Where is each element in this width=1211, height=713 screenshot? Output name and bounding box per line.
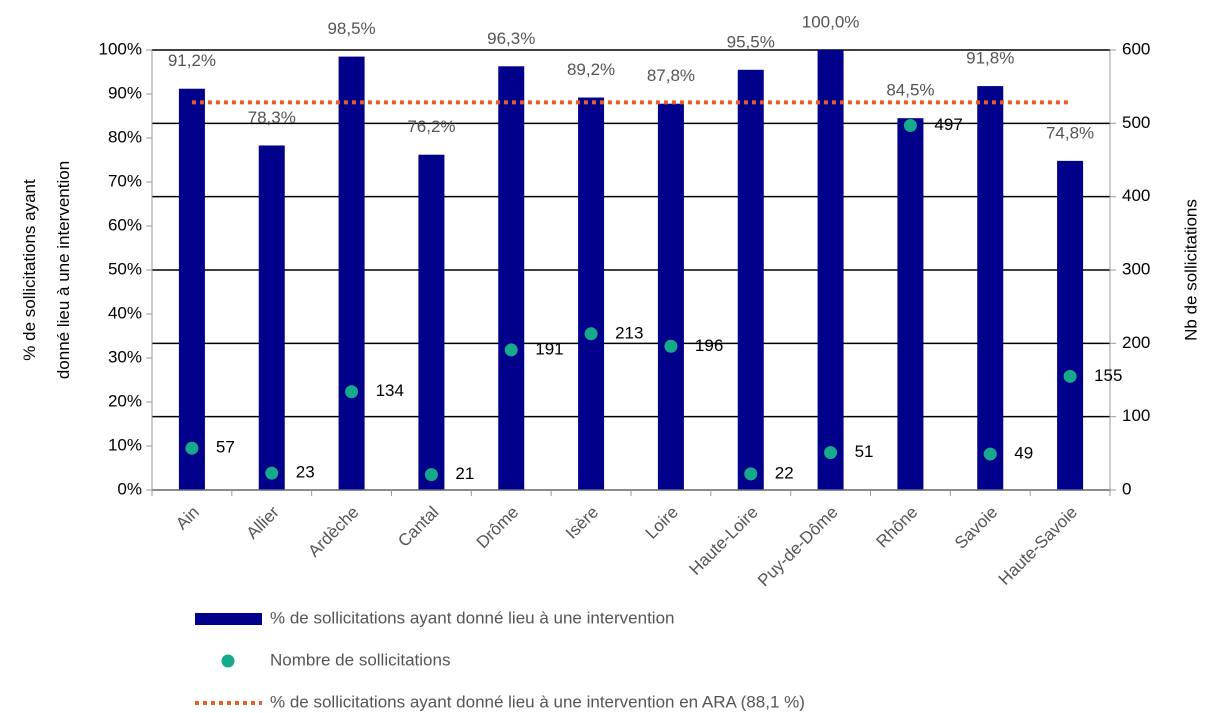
bar-label: 95,5% <box>727 32 775 51</box>
y-tick-label: 10% <box>108 435 142 454</box>
bar-label: 87,8% <box>647 66 695 85</box>
legend-swatch <box>221 654 235 668</box>
bar-label: 100,0% <box>802 12 860 31</box>
y-axis-title-line: donné lieu à une intervention <box>54 161 73 379</box>
point-label: 213 <box>615 323 643 342</box>
x-tick-label: Rhône <box>873 503 922 552</box>
bar <box>578 97 605 491</box>
point <box>265 466 279 480</box>
point-label: 23 <box>296 463 315 482</box>
legend-label: Nombre de sollicitations <box>270 650 450 669</box>
y-axis-title-line: % de sollicitations ayant <box>20 179 39 361</box>
point <box>1063 369 1077 383</box>
point-label: 51 <box>855 442 874 461</box>
point-label: 57 <box>216 438 235 457</box>
bar-label: 74,8% <box>1046 123 1094 142</box>
x-tick-label: Puy-de-Dôme <box>754 503 842 591</box>
x-tick-label: Cantal <box>394 503 442 551</box>
point <box>345 385 359 399</box>
point <box>424 468 438 482</box>
y2-tick-label: 600 <box>1122 39 1150 58</box>
y-tick-label: 40% <box>108 303 142 322</box>
y-tick-label: 90% <box>108 83 142 102</box>
bar-label: 98,5% <box>327 19 375 38</box>
point <box>584 327 598 341</box>
x-tick-label: Haute-Loire <box>686 503 762 579</box>
bar <box>498 66 525 490</box>
point <box>664 339 678 353</box>
y-tick-label: 80% <box>108 127 142 146</box>
bar <box>897 118 924 490</box>
bar-label: 84,5% <box>886 81 934 100</box>
bar <box>178 88 205 490</box>
y-tick-label: 70% <box>108 171 142 190</box>
bar <box>977 86 1004 490</box>
y-axis-title: % de sollicitations ayant donné lieu à un… <box>20 161 73 379</box>
bar-label: 91,2% <box>168 51 216 70</box>
bar-label: 78,3% <box>248 108 296 127</box>
bar-label: 89,2% <box>567 60 615 79</box>
y2-tick-label: 400 <box>1122 186 1150 205</box>
point <box>504 343 518 357</box>
x-tick-label: Haute-Savoie <box>995 503 1081 589</box>
bar <box>737 69 764 491</box>
y2-axis-title: Nb de sollicitations <box>1181 199 1200 341</box>
point <box>903 119 917 133</box>
y-tick-label: 30% <box>108 347 142 366</box>
bar-label: 76,2% <box>407 117 455 136</box>
point-label: 134 <box>376 381 404 400</box>
point-label: 191 <box>535 339 563 358</box>
y-tick-label: 20% <box>108 391 142 410</box>
x-tick-label: Ardèche <box>304 503 362 561</box>
bar <box>657 103 684 491</box>
legend-label: % de sollicitations ayant donné lieu à u… <box>270 608 675 627</box>
bar-label: 96,3% <box>487 29 535 48</box>
y2-tick-label: 200 <box>1122 333 1150 352</box>
point <box>744 467 758 481</box>
point <box>824 446 838 460</box>
bar-label: 91,8% <box>966 49 1014 68</box>
x-tick-label: Savoie <box>951 503 1001 553</box>
point <box>983 447 997 461</box>
bar <box>258 145 285 491</box>
y-tick-label: 50% <box>108 259 142 278</box>
legend-swatch <box>195 613 262 625</box>
y2-tick-label: 100 <box>1122 406 1150 425</box>
x-tick-label: Loire <box>642 503 682 543</box>
y2-tick-label: 0 <box>1122 479 1131 498</box>
y-tick-label: 60% <box>108 215 142 234</box>
y-tick-label: 100% <box>99 39 142 58</box>
x-tick-label: Drôme <box>473 503 523 553</box>
point-label: 22 <box>775 463 794 482</box>
point-label: 49 <box>1014 444 1033 463</box>
legend-label: % de sollicitations ayant donné lieu à u… <box>270 692 805 711</box>
point-label: 497 <box>934 115 962 134</box>
x-tick-label: Ain <box>172 503 203 534</box>
x-tick-label: Isère <box>562 503 602 543</box>
point-label: 155 <box>1094 366 1122 385</box>
x-tick-label: Allier <box>243 502 283 542</box>
point <box>185 441 199 455</box>
bar <box>1057 160 1084 490</box>
bar <box>338 56 365 490</box>
y-tick-label: 0% <box>117 479 142 498</box>
y2-tick-label: 300 <box>1122 259 1150 278</box>
bar <box>418 154 445 490</box>
bar <box>817 50 844 490</box>
point-label: 21 <box>455 464 474 483</box>
point-label: 196 <box>695 336 723 355</box>
y2-tick-label: 500 <box>1122 113 1150 132</box>
